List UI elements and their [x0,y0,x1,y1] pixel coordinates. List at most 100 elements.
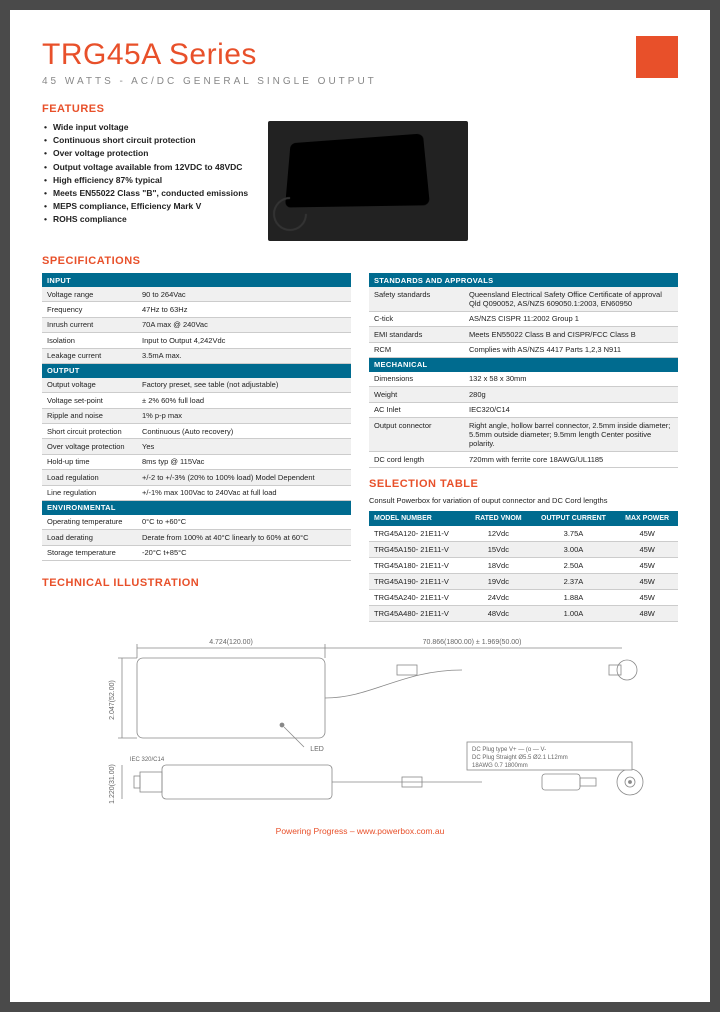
table-row: TRG45A480- 21E11-V48Vdc1.00A48W [369,605,678,621]
spec-value: 47Hz to 63Hz [142,305,346,314]
spec-label: Safety standards [374,290,469,309]
selection-header: SELECTION TABLE [369,478,678,490]
spec-band: ENVIRONMENTAL [42,501,351,515]
spec-row: Output voltageFactory preset, see table … [42,378,351,393]
spec-label: C-tick [374,314,469,323]
table-cell: 24Vdc [466,589,531,605]
feature-item: Wide input voltage [42,121,248,134]
spec-value: Yes [142,442,346,451]
spec-label: AC Inlet [374,405,469,414]
table-cell: TRG45A150- 21E11-V [369,541,466,557]
table-cell: TRG45A240- 21E11-V [369,589,466,605]
spec-row: Voltage range90 to 264Vac [42,287,351,302]
spec-row: Over voltage protectionYes [42,439,351,454]
feature-item: Meets EN55022 Class "B", conducted emiss… [42,187,248,200]
spec-value: Meets EN55022 Class B and CISPR/FCC Clas… [469,330,673,339]
table-cell: TRG45A180- 21E11-V [369,557,466,573]
spec-row: Frequency47Hz to 63Hz [42,302,351,317]
spec-row: C-tickAS/NZS CISPR 11:2002 Group 1 [369,312,678,327]
spec-row: Output connectorRight angle, hollow barr… [369,418,678,452]
svg-text:70.866(1800.00) ± 1.969(50.00): 70.866(1800.00) ± 1.969(50.00) [423,639,522,646]
product-image [268,121,468,241]
spec-value: ± 2% 60% full load [142,396,346,405]
spec-value: Continuous (Auto recovery) [142,427,346,436]
spec-value: 720mm with ferrite core 18AWG/UL1185 [469,455,673,464]
spec-label: Ripple and noise [47,411,142,420]
spec-label: Load derating [47,533,142,542]
spec-band: OUTPUT [42,364,351,378]
table-row: TRG45A180- 21E11-V18Vdc2.50A45W [369,557,678,573]
table-row: TRG45A120- 21E11-V12Vdc3.75A45W [369,526,678,542]
table-cell: 1.88A [531,589,617,605]
spec-row: EMI standardsMeets EN55022 Class B and C… [369,327,678,342]
spec-value: Right angle, hollow barrel connector, 2.… [469,421,673,449]
spec-value: 132 x 58 x 30mm [469,374,673,383]
spec-row: RCMComplies with AS/NZS 4417 Parts 1,2,3… [369,343,678,358]
spec-label: Line regulation [47,488,142,497]
spec-label: Hold-up time [47,457,142,466]
feature-item: High efficiency 87% typical [42,174,248,187]
spec-label: Leakage current [47,351,142,360]
selection-note: Consult Powerbox for variation of ouput … [369,496,678,505]
spec-row: Inrush current70A max @ 240Vac [42,318,351,333]
technical-illustration: 4.724(120.00) 70.866(1800.00) ± 1.969(50… [42,630,678,820]
spec-row: Line regulation+/-1% max 100Vac to 240Va… [42,486,351,501]
spec-row: Voltage set-point± 2% 60% full load [42,393,351,408]
spec-row: Safety standardsQueensland Electrical Sa… [369,287,678,312]
spec-band: STANDARDS AND APPROVALS [369,273,678,287]
feature-item: MEPS compliance, Efficiency Mark V [42,200,248,213]
spec-value: +/-1% max 100Vac to 240Vac at full load [142,488,346,497]
table-cell: 3.75A [531,526,617,542]
spec-label: RCM [374,345,469,354]
spec-value: 90 to 264Vac [142,290,346,299]
svg-text:DC Plug Straight Ø5.5 Ø2.1 L12: DC Plug Straight Ø5.5 Ø2.1 L12mm [472,755,568,761]
spec-value: 280g [469,390,673,399]
spec-label: Operating temperature [47,517,142,526]
spec-value: 70A max @ 240Vac [142,320,346,329]
table-row: TRG45A240- 21E11-V24Vdc1.88A45W [369,589,678,605]
table-cell: 2.50A [531,557,617,573]
table-header: OUTPUT CURRENT [531,511,617,526]
svg-text:18AWG 0.7 1800mm: 18AWG 0.7 1800mm [472,763,528,769]
feature-item: Continuous short circuit protection [42,134,248,147]
table-cell: 18Vdc [466,557,531,573]
spec-value: +/-2 to +/-3% (20% to 100% load) Model D… [142,473,346,482]
feature-item: Over voltage protection [42,147,248,160]
spec-label: Output voltage [47,380,142,389]
svg-text:2.047(52.00): 2.047(52.00) [109,680,116,720]
feature-item: ROHS compliance [42,213,248,226]
table-cell: 48Vdc [466,605,531,621]
spec-row: AC InletIEC320/C14 [369,403,678,418]
spec-row: Operating temperature0°C to +60°C [42,515,351,530]
table-cell: 15Vdc [466,541,531,557]
features-list: Wide input voltageContinuous short circu… [42,121,248,241]
table-cell: 19Vdc [466,573,531,589]
spec-row: Ripple and noise1% p-p max [42,409,351,424]
spec-value: Derate from 100% at 40°C linearly to 60%… [142,533,346,542]
svg-text:DC Plug type V+ — (o — V-: DC Plug type V+ — (o — V- [472,747,546,753]
spec-row: Short circuit protectionContinuous (Auto… [42,424,351,439]
table-cell: 2.37A [531,573,617,589]
spec-value: AS/NZS CISPR 11:2002 Group 1 [469,314,673,323]
spec-value: IEC320/C14 [469,405,673,414]
page-subtitle: 45 WATTS - AC/DC GENERAL SINGLE OUTPUT [42,76,678,87]
spec-col-right: STANDARDS AND APPROVALSSafety standardsQ… [369,273,678,622]
spec-label: Weight [374,390,469,399]
features-header: FEATURES [42,103,678,115]
spec-label: Short circuit protection [47,427,142,436]
table-header: MAX POWER [616,511,678,526]
feature-item: Output voltage available from 12VDC to 4… [42,161,248,174]
illus-header: TECHNICAL ILLUSTRATION [42,577,351,589]
table-cell: 12Vdc [466,526,531,542]
spec-row: Hold-up time8ms typ @ 115Vac [42,455,351,470]
spec-label: Voltage range [47,290,142,299]
svg-text:LED: LED [310,746,324,753]
spec-value: -20°C t+85°C [142,548,346,557]
svg-text:4.724(120.00): 4.724(120.00) [209,639,253,646]
specs-header: SPECIFICATIONS [42,255,678,267]
spec-row: IsolationInput to Output 4,242Vdc [42,333,351,348]
table-cell: 45W [616,573,678,589]
spec-value: Queensland Electrical Safety Office Cert… [469,290,673,309]
table-cell: 1.00A [531,605,617,621]
spec-value: Input to Output 4,242Vdc [142,336,346,345]
